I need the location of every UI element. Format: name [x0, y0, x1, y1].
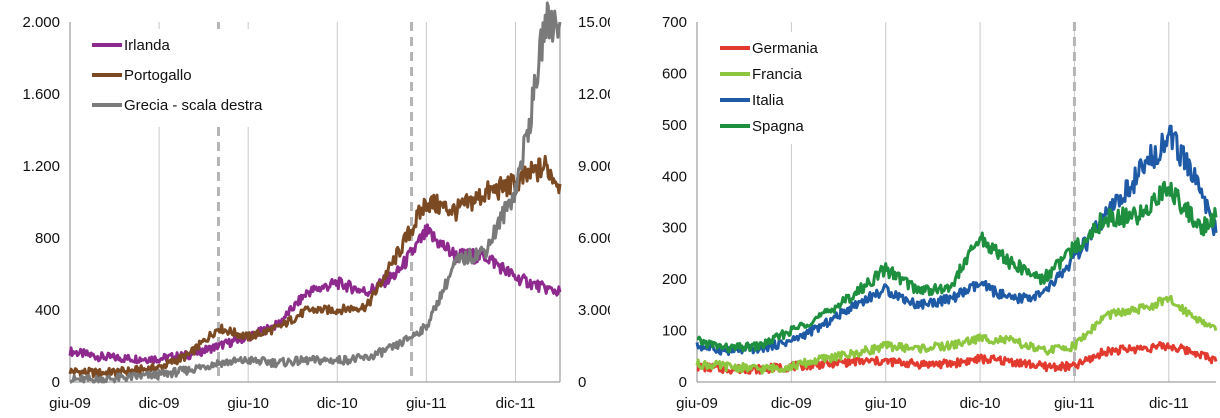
y-tick-label-1-7: 700: [662, 14, 687, 31]
y-tick-label-1-6: 600: [662, 65, 687, 82]
y-tick-label-0-5: 2.000: [22, 14, 60, 31]
chart-left-svg: 0 400 800 1.200 1.600 2.000 0 3.000 6.000 9.000 12…: [22, 1, 610, 412]
legend-label-0-0: Irlanda: [124, 37, 171, 54]
legend-label-1-2: Italia: [752, 92, 784, 109]
x-tick-label-1-4: giu-11: [1054, 395, 1095, 412]
y-tick-label-1-0: 0: [679, 374, 687, 391]
series-line-1-2: [695, 124, 1218, 356]
y-tick-label-0-3: 1.200: [22, 158, 60, 175]
series-line-1-1: [695, 294, 1218, 375]
y-tick-label-0-2: 800: [35, 230, 60, 247]
legend-label-1-3: Spagna: [752, 118, 804, 135]
x-tick-label-1-0: giu-09: [676, 395, 718, 412]
series-line-0-2: [69, 1, 562, 384]
x-tick-label-0-0: giu-09: [49, 395, 91, 412]
y-right-tick-label-0-5: 15.000: [578, 14, 610, 31]
x-tick-label-0-4: giu-11: [406, 395, 447, 412]
chart-left: 0 400 800 1.200 1.600 2.000 0 3.000 6.000 9.000 12…: [22, 1, 610, 412]
series-line-0-0: [68, 223, 562, 365]
x-tick-label-0-2: giu-10: [227, 395, 269, 412]
y-tick-label-1-2: 200: [662, 271, 687, 288]
y-tick-label-1-3: 300: [662, 220, 687, 237]
y-tick-label-0-1: 400: [35, 302, 60, 319]
y-tick-label-1-4: 400: [662, 168, 687, 185]
x-tick-label-1-3: dic-10: [960, 395, 1001, 412]
chart-right-svg: 0 100 200 300 400 500 600 700 giu-09 dic-09 giu-10…: [662, 14, 1218, 412]
x-tick-label-0-1: dic-09: [139, 395, 180, 412]
x-tick-label-0-3: dic-10: [317, 395, 358, 412]
x-tick-label-0-5: dic-11: [496, 395, 536, 412]
legend-label-0-1: Portogallo: [124, 67, 192, 84]
legend-label-0-2: Grecia - scala destra: [124, 97, 263, 114]
y-right-tick-label-0-0: 0: [578, 374, 586, 391]
series-line-0-1: [68, 154, 562, 379]
y-tick-label-0-4: 1.600: [22, 86, 60, 103]
y-tick-label-1-5: 500: [662, 117, 687, 134]
y-right-tick-label-0-4: 12.000: [578, 86, 610, 103]
x-tick-label-1-1: dic-09: [771, 395, 812, 412]
y-right-tick-label-0-3: 9.000: [578, 158, 610, 175]
series-line-1-3: [696, 180, 1218, 354]
legend-label-1-0: Germania: [752, 40, 819, 57]
y-tick-label-0-0: 0: [52, 374, 60, 391]
y-tick-label-1-1: 100: [662, 323, 687, 340]
x-tick-label-1-5: dic-11: [1149, 395, 1189, 412]
legend-label-1-1: Francia: [752, 66, 803, 83]
x-tick-label-1-2: giu-10: [865, 395, 907, 412]
y-right-tick-label-0-1: 3.000: [578, 302, 610, 319]
chart-right: 0 100 200 300 400 500 600 700 giu-09 dic-09 giu-10…: [610, 0, 1220, 418]
y-right-tick-label-0-2: 6.000: [578, 230, 610, 247]
